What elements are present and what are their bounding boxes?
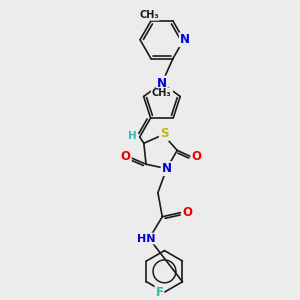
Text: N: N <box>157 77 167 90</box>
Text: CH₃: CH₃ <box>139 10 159 20</box>
Text: S: S <box>160 127 168 140</box>
Text: F: F <box>155 286 164 298</box>
Text: CH₃: CH₃ <box>152 88 171 98</box>
Text: HN: HN <box>137 234 155 244</box>
Text: H: H <box>128 131 137 141</box>
Text: N: N <box>162 162 172 175</box>
Text: O: O <box>121 150 131 163</box>
Text: N: N <box>180 33 190 46</box>
Text: O: O <box>182 206 192 219</box>
Text: CH₃: CH₃ <box>153 88 172 98</box>
Text: O: O <box>191 150 201 164</box>
